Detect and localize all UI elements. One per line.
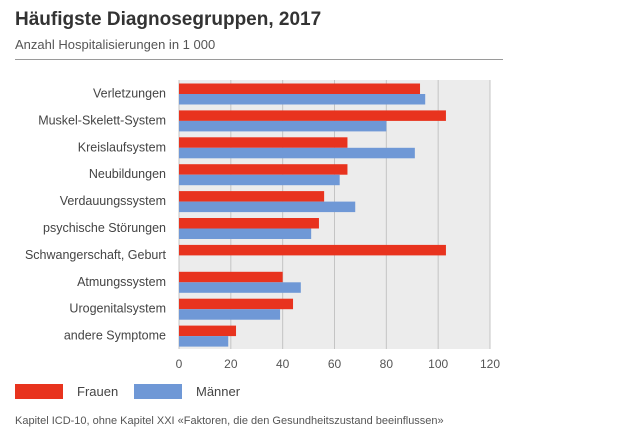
x-tick-label-80: 80 bbox=[380, 357, 394, 371]
bar-frauen-urogenitalsystem bbox=[179, 298, 294, 310]
category-label-psychische-störungen: psychische Störungen bbox=[43, 221, 166, 235]
category-label-verdauungssystem: Verdauungssystem bbox=[60, 194, 166, 208]
category-label-neubildungen: Neubildungen bbox=[89, 167, 166, 181]
chart-footnote: Kapitel ICD-10, ohne Kapitel XXI «Faktor… bbox=[15, 415, 444, 427]
legend-label-maenner: Männer bbox=[196, 383, 241, 399]
bar-frauen-schwangerschaft-geburt bbox=[179, 244, 446, 256]
category-label-andere-symptome: andere Symptome bbox=[64, 329, 166, 343]
legend-swatch-frauen bbox=[15, 383, 63, 399]
bar-frauen-neubildungen bbox=[179, 164, 348, 175]
category-label-kreislaufsystem: Kreislaufsystem bbox=[78, 140, 166, 154]
bar-frauen-muskel-skelett-system bbox=[179, 110, 446, 121]
chart-title: Häufigste Diagnosegruppen, 2017 bbox=[15, 9, 322, 30]
bar-maenner-urogenitalsystem bbox=[179, 309, 281, 320]
chart-subtitle: Anzahl Hospitalisierungen in 1 000 bbox=[15, 37, 216, 52]
bar-maenner-neubildungen bbox=[179, 174, 340, 186]
x-tick-label-100: 100 bbox=[428, 357, 448, 371]
bar-maenner-verdauungssystem bbox=[179, 201, 356, 213]
bar-maenner-andere-symptome bbox=[179, 336, 229, 347]
legend-swatch-maenner bbox=[134, 383, 182, 399]
bar-frauen-psychische-störungen bbox=[179, 218, 319, 229]
x-tick-label-40: 40 bbox=[276, 357, 290, 371]
bar-maenner-atmungssystem bbox=[179, 282, 301, 293]
category-label-schwangerschaft-geburt: Schwangerschaft, Geburt bbox=[25, 248, 167, 262]
bar-frauen-verdauungssystem bbox=[179, 191, 325, 202]
x-tick-label-20: 20 bbox=[224, 357, 238, 371]
x-tick-label-0: 0 bbox=[176, 357, 183, 371]
bar-maenner-verletzungen bbox=[179, 94, 426, 105]
bar-maenner-muskel-skelett-system bbox=[179, 120, 387, 132]
legend-label-frauen: Frauen bbox=[77, 383, 119, 399]
bar-frauen-kreislaufsystem bbox=[179, 137, 348, 148]
bar-frauen-andere-symptome bbox=[179, 325, 237, 337]
category-label-urogenitalsystem: Urogenitalsystem bbox=[69, 302, 166, 316]
bar-maenner-psychische-störungen bbox=[179, 228, 312, 239]
title-divider bbox=[15, 59, 503, 60]
x-tick-label-60: 60 bbox=[328, 357, 342, 371]
x-tick-label-120: 120 bbox=[480, 357, 500, 371]
bar-frauen-verletzungen bbox=[179, 83, 421, 94]
bar-maenner-kreislaufsystem bbox=[179, 147, 415, 159]
legend-item-maenner: Männer bbox=[134, 383, 240, 399]
legend-item-frauen: Frauen bbox=[15, 383, 118, 399]
category-label-verletzungen: Verletzungen bbox=[93, 86, 166, 100]
category-label-muskel-skelett-system: Muskel-Skelett-System bbox=[38, 113, 166, 127]
bar-frauen-atmungssystem bbox=[179, 271, 283, 283]
bar-chart: 0 20 40 60 80 100 120 Verletzungen Muskel-Skelet… bbox=[25, 80, 500, 371]
category-label-atmungssystem: Atmungssystem bbox=[77, 275, 166, 289]
